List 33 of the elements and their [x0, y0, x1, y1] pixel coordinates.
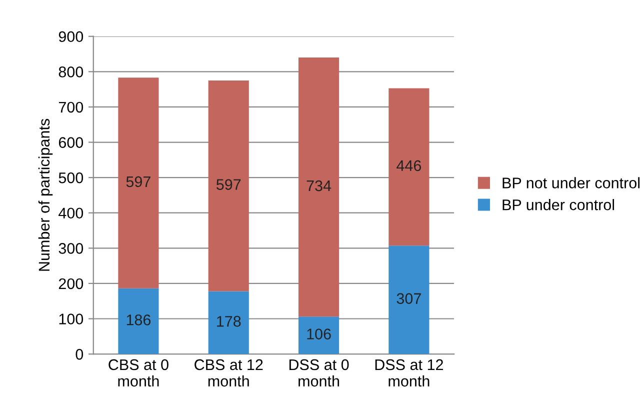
- x-tick-label: DSS at 0 month: [289, 359, 349, 387]
- y-tick-label: 500: [58, 172, 84, 184]
- y-tick-label: 800: [58, 66, 84, 78]
- data-label: 446: [396, 160, 422, 172]
- bar: [208, 80, 249, 292]
- y-tick-label: 600: [58, 137, 84, 148]
- data-label: 178: [217, 316, 241, 327]
- data-label: 597: [216, 179, 241, 190]
- bar: [298, 316, 340, 354]
- bar: [388, 246, 430, 354]
- y-tick-label: 200: [58, 278, 84, 290]
- legend-label: BP under control: [502, 199, 614, 210]
- data-label: 597: [126, 176, 150, 188]
- bar: [388, 88, 430, 246]
- x-tick-label: CBS at 0 month: [108, 359, 168, 387]
- bar: [118, 78, 159, 288]
- bar: [208, 291, 249, 354]
- y-tick-label: 100: [59, 314, 84, 324]
- bar: [118, 288, 159, 354]
- data-label: 734: [306, 180, 332, 192]
- y-tick-label: 700: [58, 102, 84, 113]
- data-label: 307: [396, 293, 421, 304]
- legend-label: BP not under control: [502, 177, 640, 188]
- x-tick-label: DSS at 12 month: [375, 359, 443, 387]
- y-tick-label: 900: [58, 31, 84, 42]
- data-label: 186: [126, 314, 151, 326]
- x-tick-label: CBS at 12 month: [194, 359, 263, 387]
- y-tick-label: 300: [58, 243, 84, 254]
- y-axis-title: Number of participants: [38, 118, 53, 271]
- y-tick-label: 0: [76, 348, 84, 360]
- y-tick-label: 400: [58, 208, 84, 219]
- data-label: 106: [307, 328, 331, 340]
- bar: [298, 58, 340, 317]
